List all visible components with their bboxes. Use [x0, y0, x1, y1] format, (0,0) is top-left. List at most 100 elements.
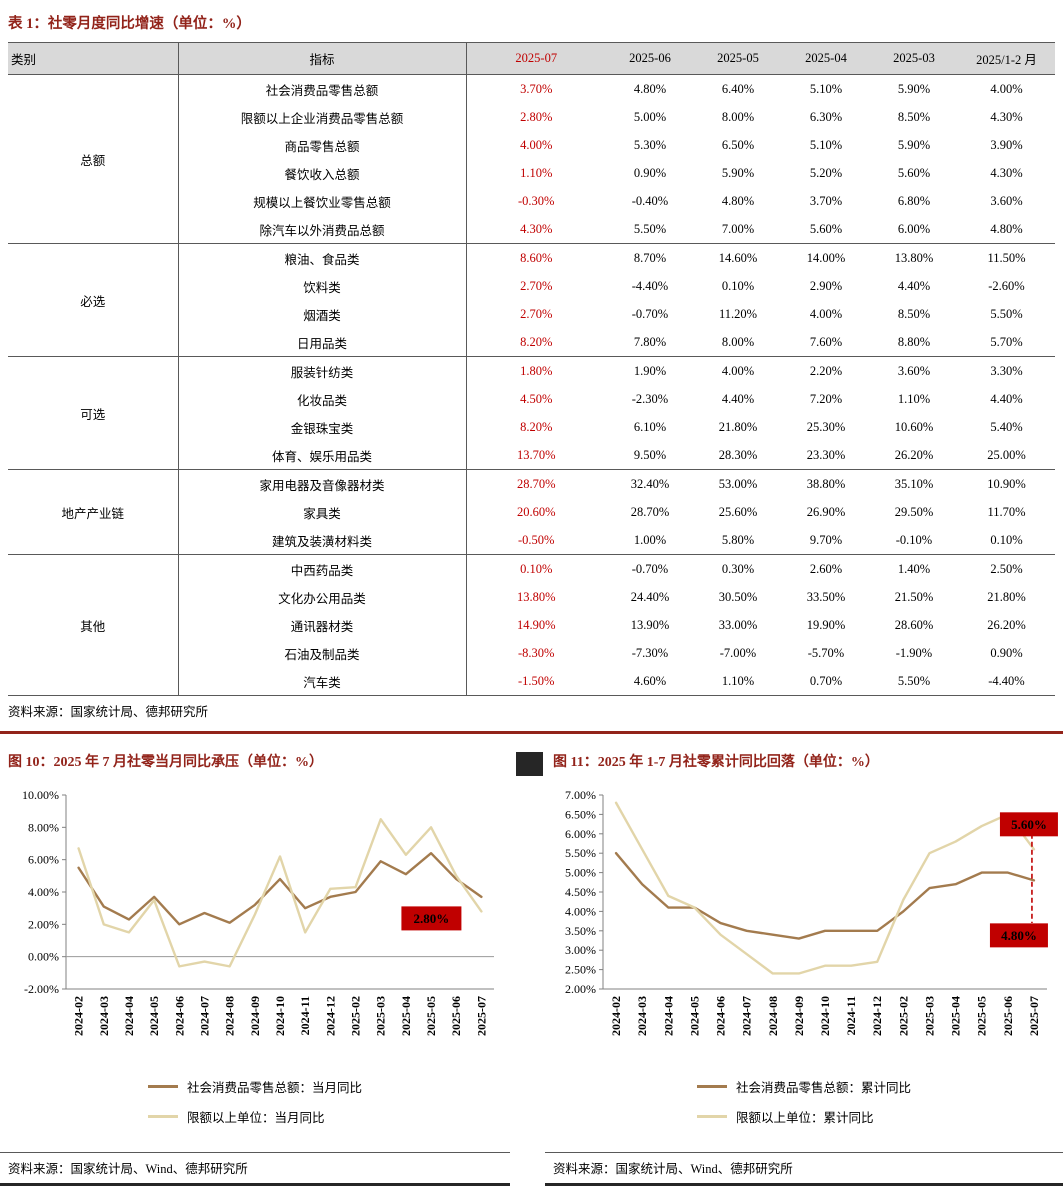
- category-cell: 必选: [8, 243, 179, 357]
- x-axis-label: 2024-04: [122, 996, 136, 1036]
- value-cell: 14.60%: [694, 243, 782, 272]
- column-header: 类别: [8, 42, 179, 75]
- value-cell: 5.20%: [809, 165, 843, 180]
- x-axis-label: 2025-06: [1001, 996, 1015, 1036]
- value-cell: 4.00%: [520, 137, 553, 152]
- value-cell: -0.70%: [606, 554, 694, 583]
- legend-label: 社会消费品零售总额：当月同比: [186, 1081, 362, 1096]
- value-cell: 33.50%: [806, 589, 846, 604]
- legend-item: 限额以上单位：累计同比: [696, 1107, 874, 1126]
- table-row: 限额以上企业消费品零售总额 2.80% 5.00% 8.00% 6.30% 8.50% 4.…: [8, 103, 1055, 131]
- x-axis-label: 2024-03: [97, 996, 111, 1036]
- value-cell: 8.50%: [897, 306, 931, 321]
- table-row: 通讯器材类 14.90% 13.90% 33.00% 19.90% 28.60% 26.20…: [8, 611, 1055, 639]
- column-header: 指标: [178, 42, 467, 75]
- figure-11-chart: 7.00% 6.50% 6.00% 5.50% 5.00% 4.50% 4.00% 3.50%…: [565, 788, 1058, 1036]
- value-cell: 14.00%: [782, 243, 870, 272]
- figures-row: 图 10：2025 年 7 月社零当月同比承压（单位：%） 10.00% 8.00…: [0, 751, 1063, 1187]
- value-cell: 5.90%: [721, 165, 755, 180]
- indicator-cell: 限额以上企业消费品零售总额: [178, 103, 467, 131]
- figure-11-legend: 社会消费品零售总额：累计同比 限额以上单位：累计同比: [696, 1077, 911, 1126]
- value-cell: 4.30%: [520, 221, 553, 236]
- y-axis-label: 5.50%: [565, 846, 596, 860]
- value-cell: 7.00%: [721, 221, 755, 236]
- x-axis-label: 2025-04: [399, 996, 413, 1036]
- column-header: 2025-03: [870, 42, 958, 75]
- value-cell: 13.80%: [870, 243, 958, 272]
- value-cell: 6.00%: [897, 221, 931, 236]
- indicator-cell: 体育、娱乐用品类: [178, 441, 467, 470]
- value-cell: 9.50%: [633, 447, 667, 462]
- value-cell: 5.60%: [897, 165, 931, 180]
- indicator-cell: 金银珠宝类: [178, 413, 467, 441]
- x-axis-label: 2025-07: [474, 996, 488, 1036]
- value-cell: -4.40%: [631, 278, 669, 293]
- indicator-cell: 石油及制品类: [178, 639, 467, 667]
- table-row: 除汽车以外消费品总额 4.30% 5.50% 7.00% 5.60% 6.00% 4.80%: [8, 215, 1055, 244]
- category-cell: 其他: [8, 554, 179, 695]
- x-axis-label: 2024-11: [844, 996, 858, 1035]
- series-line-1: [77, 818, 483, 968]
- value-cell: 38.80%: [782, 469, 870, 498]
- figure-10-source: 资料来源：国家统计局、Wind、德邦研究所: [0, 1152, 510, 1187]
- table-row: 总额 社会消费品零售总额 3.70% 4.80% 6.40% 5.10% 5.90% 4.00…: [8, 74, 1055, 244]
- table-row: 文化办公用品类 13.80% 24.40% 30.50% 33.50% 21.50% 21.…: [8, 583, 1055, 611]
- value-cell: 10.60%: [894, 419, 934, 434]
- indicator-cell: 商品零售总额: [178, 131, 467, 159]
- value-cell: 4.80%: [990, 221, 1023, 236]
- callout-box: [989, 923, 1048, 948]
- value-cell: -8.30%: [518, 645, 555, 660]
- value-cell: 35.10%: [870, 469, 958, 498]
- y-axis-label: 0.00%: [28, 950, 59, 964]
- value-cell: 1.90%: [606, 356, 694, 385]
- value-cell: -2.60%: [988, 278, 1025, 293]
- value-cell: -7.30%: [631, 645, 669, 660]
- value-cell: 1.40%: [870, 554, 958, 583]
- value-cell: 30.50%: [718, 589, 758, 604]
- value-cell: 5.90%: [870, 74, 958, 103]
- indicator-cell: 建筑及装潢材料类: [178, 526, 467, 555]
- indicator-cell: 饮料类: [178, 272, 467, 300]
- table-row: 可选 服装针纺类 1.80% 1.90% 4.00% 2.20% 3.60% 3.30%: [8, 356, 1055, 470]
- value-cell: 0.10%: [466, 554, 606, 583]
- x-axis-label: 2025-07: [1027, 996, 1041, 1036]
- x-axis-label: 2024-12: [323, 996, 337, 1036]
- x-axis-label: 2024-11: [298, 996, 312, 1035]
- value-cell: 5.60%: [809, 221, 843, 236]
- column-header: 2025/1-2 月: [958, 42, 1055, 75]
- figure-11-title: 图 11：2025 年 1-7 月社零累计同比回落（单位：%）: [553, 755, 879, 770]
- section-divider-rule: [0, 731, 1063, 734]
- value-cell: 5.80%: [721, 532, 755, 547]
- value-cell: 2.70%: [520, 278, 553, 293]
- value-cell: 9.70%: [809, 532, 843, 547]
- y-axis-label: 6.00%: [28, 853, 59, 867]
- indicator-cell: 除汽车以外消费品总额: [178, 215, 467, 244]
- value-cell: 11.70%: [987, 504, 1026, 519]
- table-row: 规模以上餐饮业零售总额 -0.30% -0.40% 4.80% 3.70% 6.80% 3.…: [8, 187, 1055, 215]
- value-cell: 28.30%: [718, 447, 758, 462]
- value-cell: 5.70%: [990, 334, 1023, 349]
- value-cell: 3.70%: [809, 193, 843, 208]
- x-axis-label: 2025-02: [896, 996, 910, 1036]
- indicator-cell: 家用电器及音像器材类: [178, 469, 467, 498]
- callout-box: [401, 906, 462, 931]
- x-axis-label: 2025-06: [449, 996, 463, 1036]
- x-axis-label: 2024-07: [740, 996, 754, 1036]
- value-cell: 25.60%: [718, 504, 758, 519]
- table-title: 表 1：社零月度同比增速（单位：%）: [8, 16, 251, 32]
- x-axis-label: 2025-05: [975, 996, 989, 1036]
- table-row: 体育、娱乐用品类 13.70% 9.50% 28.30% 23.30% 26.20% 25.…: [8, 441, 1055, 470]
- table-row: 饮料类 2.70% -4.40% 0.10% 2.90% 4.40% -2.60%: [8, 272, 1055, 300]
- value-cell: 4.60%: [633, 673, 667, 688]
- value-cell: 8.00%: [721, 334, 755, 349]
- value-cell: 4.40%: [721, 391, 755, 406]
- value-cell: 6.50%: [721, 137, 755, 152]
- value-cell: 1.00%: [633, 532, 667, 547]
- value-cell: 8.00%: [721, 109, 755, 124]
- value-cell: 4.50%: [520, 391, 553, 406]
- value-cell: 7.20%: [809, 391, 843, 406]
- value-cell: 0.90%: [633, 165, 667, 180]
- retail-table-body: 总额 社会消费品零售总额 3.70% 4.80% 6.40% 5.10% 5.90% 4.00…: [8, 74, 1055, 695]
- value-cell: -0.40%: [631, 193, 669, 208]
- value-cell: -0.70%: [631, 306, 669, 321]
